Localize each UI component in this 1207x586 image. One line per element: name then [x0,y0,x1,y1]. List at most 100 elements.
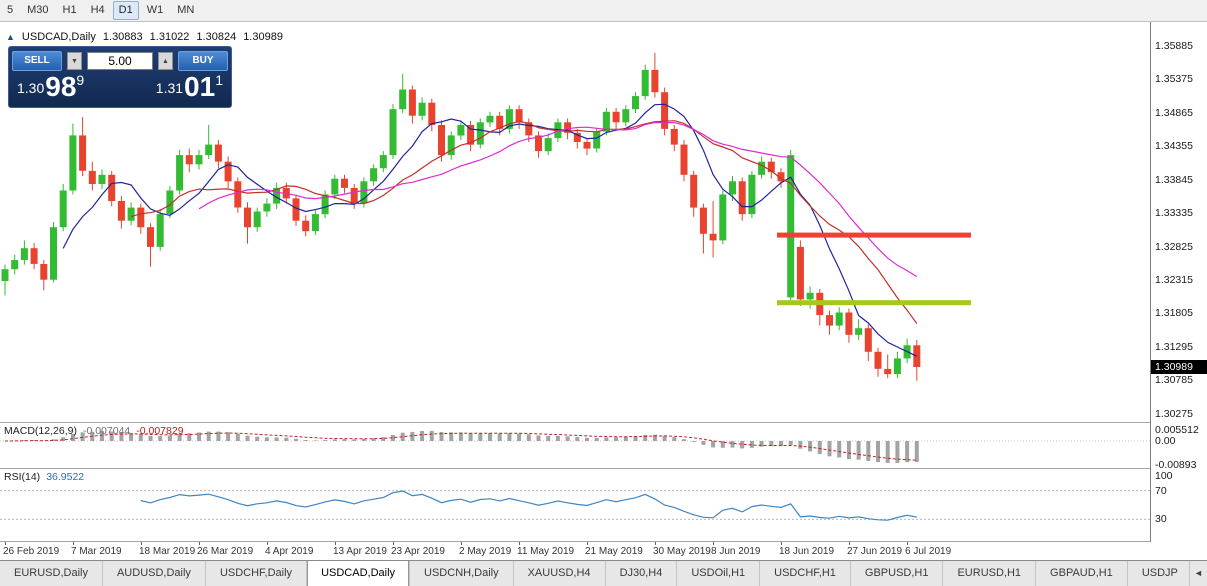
volume-increase-button[interactable]: ▲ [158,52,173,70]
candle-body [690,174,698,208]
candle-body [20,248,28,260]
timeframe-button-d1[interactable]: D1 [112,1,139,20]
date-axis-label: 23 Apr 2019 [391,546,445,557]
timeframe-button-h1[interactable]: H1 [62,4,77,16]
candle-body [137,207,145,228]
buy-price[interactable]: 1.31 01 1 [156,73,223,101]
resistance-line[interactable] [777,232,971,238]
candle-body [874,351,882,369]
chart-tab-dj30-h4[interactable]: DJ30,H4 [606,561,678,586]
rsi-indicator-canvas[interactable] [0,469,1150,541]
chart-tab-audusd-daily[interactable]: AUDUSD,Daily [103,561,206,586]
timeframe-button-5[interactable]: 5 [7,4,14,16]
chart-window: ▲ USDCAD,Daily 1.30883 1.31022 1.30824 1… [0,22,1207,560]
timeframe-button-h4[interactable]: H4 [90,4,105,16]
date-axis[interactable]: 26 Feb 2019 7 Mar 2019 18 Mar 2019 26 Mar 2… [0,542,1150,560]
date-tick [73,542,74,545]
candle-body [709,233,717,241]
chart-tab-usdoil-h1[interactable]: USDOil,H1 [677,561,761,586]
candle-body [234,181,242,208]
candle-body [535,135,542,152]
chart-tab-usdcad-daily[interactable]: USDCAD,Daily [307,561,411,586]
candle-body [680,144,688,175]
chart-tab-usdjp[interactable]: USDJP [1128,561,1193,586]
price-axis-label: 1.31295 [1155,341,1193,353]
candle-body [428,102,436,125]
panel-separator[interactable] [0,468,1207,469]
price-axis-label: 1.32825 [1155,241,1193,253]
chart-tab-gbpaud-h1[interactable]: GBPAUD,H1 [1036,561,1128,586]
panel-separator[interactable] [0,422,1207,423]
symbol-period-label: USDCAD,Daily [21,31,96,43]
candle-body [564,122,572,133]
date-tick [393,542,394,545]
tabs-scroll-left-icon[interactable]: ◄ [1189,561,1207,586]
candle-body [273,187,281,204]
chart-tab-usdchf-daily[interactable]: USDCHF,Daily [206,561,308,586]
candle-body [855,328,863,335]
candle-body [30,248,38,264]
candle-body [331,178,339,195]
chart-tab-xauusd-h4[interactable]: XAUUSD,H4 [514,561,606,586]
macd-title: MACD(12,26,9) [4,425,77,437]
candle-body [108,174,116,201]
price-axis-label: 1.35885 [1155,40,1193,52]
timeframe-button-mn[interactable]: MN [177,4,195,16]
ohlc-open: 1.30883 [102,31,143,43]
date-axis-label: 26 Feb 2019 [3,546,60,557]
candle-body [486,115,494,123]
chart-tab-eurusd-daily[interactable]: EURUSD,Daily [0,561,103,586]
macd-value-main: -0.007044 [82,425,131,437]
candle-body [195,155,203,165]
candle-body [244,207,251,228]
chart-tabs-bar: EURUSD,Daily AUDUSD,Daily USDCHF,Daily USDC… [0,560,1207,586]
candle-body [263,203,271,212]
support-line[interactable] [777,300,971,306]
chart-tab-gbpusd-h1[interactable]: GBPUSD,H1 [851,561,944,586]
buy-price-figure: 1.31 [155,80,184,96]
chart-tab-eurusd-h1[interactable]: EURUSD,H1 [943,561,1037,586]
candle-body [787,155,795,298]
candle-body [360,181,368,204]
candle-body [893,358,901,375]
candle-body [88,170,96,184]
collapse-one-click-icon[interactable]: ▲ [6,32,15,42]
date-axis-label: 8 Jun 2019 [711,546,761,557]
candle-body [166,190,174,215]
chart-tab-usdchf-h1[interactable]: USDCHF,H1 [760,561,851,586]
volume-input[interactable] [87,52,153,70]
date-axis-label: 18 Jun 2019 [779,546,835,557]
candle-body [632,96,639,110]
price-axis: 1.30989 1.35885 1.35375 1.34865 1.34355 1.33… [1150,22,1207,542]
candle-body [738,181,746,215]
chart-tab-usdcnh-daily[interactable]: USDCNH,Daily [410,561,514,586]
candle-body [408,89,416,116]
timeframe-button-m30[interactable]: M30 [27,4,49,16]
rsi-axis-label: 30 [1155,513,1167,525]
candle-body [389,109,397,156]
date-tick [141,542,142,545]
candle-body [476,122,484,145]
price-axis-label: 1.34355 [1155,140,1193,152]
sell-price-point: 9 [76,72,85,88]
timeframe-toolbar: 5 M30 H1 H4 D1 W1 MN [0,0,1207,22]
buy-button[interactable]: BUY [178,51,228,71]
candle-body [767,161,775,173]
date-tick [655,542,656,545]
macd-indicator-canvas[interactable] [0,423,1150,468]
sell-button[interactable]: SELL [12,51,62,71]
candle-body [117,201,125,221]
price-axis-label: 1.30785 [1155,374,1193,386]
buy-price-pips: 01 [184,71,216,102]
sell-price[interactable]: 1.30 98 9 [17,73,84,101]
timeframe-button-w1[interactable]: W1 [146,4,164,16]
rsi-title: RSI(14) [4,471,41,483]
price-chart-canvas[interactable] [0,22,1150,422]
date-tick [781,542,782,545]
volume-decrease-button[interactable]: ▼ [67,52,82,70]
candle-body [699,207,707,234]
candle-body [864,328,872,352]
candle-body [50,227,57,280]
candle-body [399,89,407,110]
ohlc-high: 1.31022 [149,31,190,43]
